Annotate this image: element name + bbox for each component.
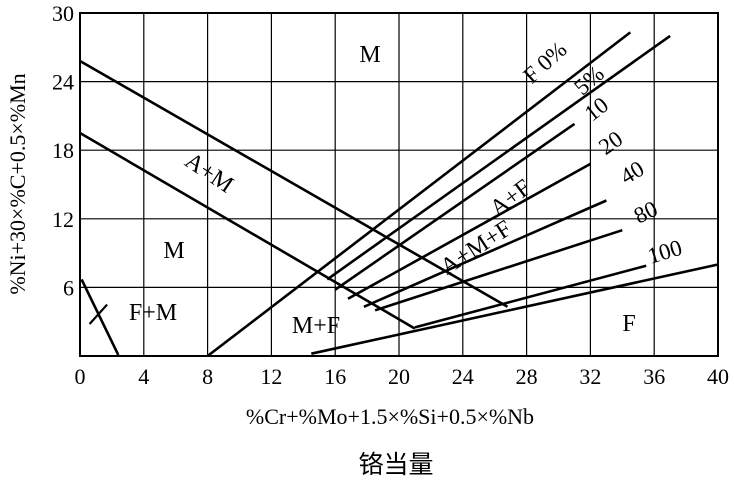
x-tick-label: 16 [324, 364, 346, 389]
y-tick-label: 24 [52, 70, 74, 95]
x-tick-label: 8 [202, 364, 213, 389]
y-tick-label: 18 [52, 138, 74, 163]
y-axis-label: %Ni+30×%C+0.5×%Mn [5, 73, 30, 294]
series-line-0 [206, 31, 632, 358]
series-line-4 [363, 199, 607, 308]
curve-label-40: 40 [616, 156, 649, 189]
series-line-2 [334, 122, 576, 291]
x-tick-label: 12 [260, 364, 282, 389]
curve-label-20: 20 [594, 126, 627, 160]
x-tick-label: 36 [643, 364, 665, 389]
curve-label-80: 80 [630, 196, 662, 229]
region-label-f-m: F+M [129, 300, 177, 326]
series-line-3 [347, 162, 592, 300]
series-lines [79, 31, 719, 358]
region-label-m-left: M [163, 238, 184, 264]
series-line-9 [311, 263, 719, 355]
series-line-10 [80, 278, 120, 356]
region-label-f: F [622, 311, 635, 337]
series-line-5 [374, 228, 623, 312]
x-tick-label: 4 [138, 364, 149, 389]
series-line-7 [79, 59, 509, 308]
x-tick-label: 20 [388, 364, 410, 389]
y-tick-label: 12 [52, 207, 74, 232]
f-m-boundary-tick [88, 303, 108, 325]
y-tick-label: 30 [52, 1, 74, 26]
x-tick-label: 0 [75, 364, 86, 389]
plot-frame [79, 12, 719, 357]
region-label-m-top: M [359, 42, 380, 68]
x-tick-label: 24 [452, 364, 474, 389]
region-label-a-m: A+M [180, 148, 238, 199]
x-axis-label: %Cr+%Mo+1.5×%Si+0.5×%Nb [246, 404, 534, 429]
x-tick-label: 28 [516, 364, 538, 389]
chart-caption: 铬当量 [358, 450, 433, 479]
curve-label-100: 100 [645, 235, 685, 269]
x-tick-label: 32 [579, 364, 601, 389]
region-label-m-f: M+F [292, 313, 340, 339]
series-line-6 [414, 264, 647, 329]
series-line-1 [326, 34, 671, 281]
tick-labels: 0 4 8 12 16 20 24 28 32 36 40 6 12 18 24 30 [52, 1, 729, 389]
curve-label-5: 5% [569, 61, 609, 100]
series-line-8 [79, 131, 416, 330]
y-tick-label: 6 [63, 275, 74, 300]
region-label-a-m-f: A+M+F [436, 216, 516, 281]
x-tick-label: 40 [707, 364, 729, 389]
